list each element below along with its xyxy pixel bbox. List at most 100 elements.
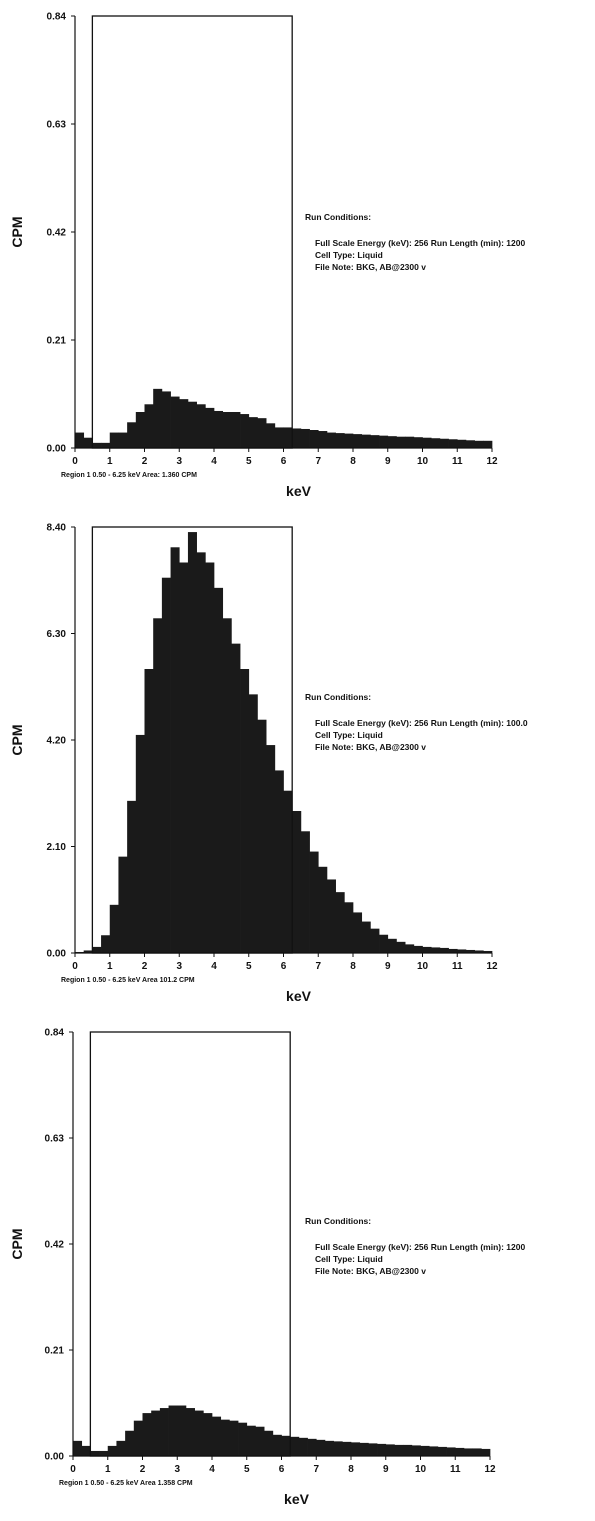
histogram-bar bbox=[420, 1445, 430, 1456]
histogram-bar bbox=[118, 856, 128, 953]
histogram-bar bbox=[439, 947, 449, 953]
histogram-bar bbox=[83, 437, 93, 448]
histogram-bar bbox=[135, 734, 145, 953]
y-axis-title: CPM bbox=[9, 216, 25, 247]
histogram-bar bbox=[455, 1447, 465, 1456]
region-box bbox=[91, 15, 293, 449]
histogram-bar bbox=[238, 1422, 248, 1456]
histogram-bar bbox=[368, 1443, 378, 1456]
histogram-bar bbox=[422, 437, 432, 448]
x-tick-label: 11 bbox=[452, 961, 463, 972]
histogram-bar bbox=[266, 745, 276, 953]
histogram-bar bbox=[457, 949, 467, 953]
histogram-bar bbox=[168, 1405, 178, 1456]
y-tick-label: 6.30 bbox=[47, 629, 67, 640]
x-tick-label: 10 bbox=[417, 456, 429, 467]
histogram-bar bbox=[483, 950, 493, 953]
histogram-bar bbox=[483, 440, 493, 448]
histogram-bar bbox=[413, 945, 423, 953]
histogram-bar bbox=[179, 399, 189, 448]
histogram-bar bbox=[274, 427, 284, 448]
histogram-bar bbox=[385, 1444, 395, 1456]
histogram-bar bbox=[405, 944, 415, 953]
histogram-bar bbox=[229, 1420, 239, 1456]
histogram-bar bbox=[394, 1444, 404, 1456]
y-tick-label: 0.63 bbox=[47, 120, 67, 131]
histogram-bar bbox=[474, 950, 484, 953]
histogram-bar bbox=[387, 436, 397, 448]
histogram-bar bbox=[231, 412, 241, 448]
histogram-bar bbox=[379, 435, 389, 448]
x-axis-title: keV bbox=[284, 1491, 310, 1507]
x-tick-label: 5 bbox=[246, 961, 252, 972]
histogram-bar bbox=[127, 422, 137, 448]
run-conditions-line: Cell Type: Liquid bbox=[315, 250, 383, 260]
histogram-bar bbox=[379, 934, 389, 953]
histogram-bar bbox=[240, 414, 250, 448]
x-tick-label: 3 bbox=[174, 1464, 180, 1475]
x-tick-label: 9 bbox=[383, 1464, 389, 1475]
histogram-bar bbox=[73, 1440, 83, 1456]
histogram-bar bbox=[448, 439, 458, 448]
histogram-bar bbox=[83, 950, 93, 953]
histogram-bar bbox=[255, 1426, 265, 1456]
histogram-bar bbox=[351, 1442, 361, 1456]
x-tick-label: 0 bbox=[72, 961, 78, 972]
run-conditions-line: File Note: BKG, AB@2300 v bbox=[315, 1266, 426, 1276]
histogram-bar bbox=[326, 432, 336, 448]
histogram-bar bbox=[309, 851, 319, 953]
histogram-bar bbox=[257, 719, 267, 953]
histogram-bar bbox=[203, 1413, 213, 1456]
x-tick-label: 9 bbox=[385, 961, 391, 972]
histogram-bar bbox=[196, 552, 206, 953]
histogram-panel: 0.000.210.420.630.840 1 2 3 4 5 6 7 8 9 10 11 12Regi… bbox=[9, 1028, 525, 1508]
histogram-bar bbox=[272, 1434, 282, 1456]
histogram-bar bbox=[159, 1408, 169, 1456]
histogram-bar bbox=[429, 1446, 439, 1456]
histogram-bar bbox=[196, 404, 206, 448]
y-tick-label: 0.00 bbox=[47, 949, 67, 960]
x-axis-title: keV bbox=[286, 988, 312, 1004]
histogram-bar bbox=[283, 790, 293, 953]
histogram-bar bbox=[101, 442, 111, 448]
x-tick-label: 8 bbox=[350, 961, 356, 972]
x-tick-label: 9 bbox=[385, 456, 391, 467]
histogram-bar bbox=[283, 427, 293, 448]
run-conditions-heading: Run Conditions: bbox=[305, 212, 371, 222]
histogram-bar bbox=[214, 410, 224, 448]
x-tick-label: 11 bbox=[452, 456, 463, 467]
x-tick-label: 10 bbox=[417, 961, 429, 972]
histogram-bar bbox=[422, 946, 432, 953]
y-tick-label: 8.40 bbox=[47, 523, 67, 534]
histogram-bar bbox=[342, 1441, 352, 1456]
histogram-bar bbox=[361, 921, 371, 953]
histogram-bar bbox=[431, 438, 441, 448]
histogram-bar bbox=[377, 1443, 387, 1456]
run-conditions-line: Full Scale Energy (keV): 256 Run Length … bbox=[315, 238, 525, 248]
x-tick-label: 6 bbox=[281, 456, 287, 467]
y-tick-label: 0.63 bbox=[45, 1134, 65, 1145]
histogram-bar bbox=[281, 1435, 291, 1456]
histogram-bar bbox=[300, 428, 310, 448]
x-tick-label: 0 bbox=[70, 1464, 76, 1475]
x-axis-title: keV bbox=[286, 483, 312, 499]
histogram-bar bbox=[222, 412, 232, 448]
histogram-bar bbox=[396, 941, 406, 953]
y-tick-label: 0.21 bbox=[45, 1346, 65, 1357]
x-tick-label: 2 bbox=[142, 456, 148, 467]
y-tick-label: 4.20 bbox=[47, 736, 67, 747]
histogram-bar bbox=[153, 618, 163, 953]
y-tick-label: 0.84 bbox=[47, 12, 67, 23]
histogram-bar bbox=[431, 947, 441, 953]
histogram-bar bbox=[403, 1444, 413, 1456]
histogram-bar bbox=[465, 949, 475, 953]
y-tick-label: 0.84 bbox=[45, 1028, 65, 1039]
histogram-bar bbox=[81, 1445, 91, 1456]
histogram-bar bbox=[474, 440, 484, 448]
histogram-bar bbox=[437, 1446, 447, 1456]
run-conditions-line: Full Scale Energy (keV): 256 Run Length … bbox=[315, 718, 528, 728]
histogram-bar bbox=[413, 437, 423, 448]
histogram-bar bbox=[359, 1442, 369, 1456]
histogram-bar bbox=[457, 439, 467, 448]
